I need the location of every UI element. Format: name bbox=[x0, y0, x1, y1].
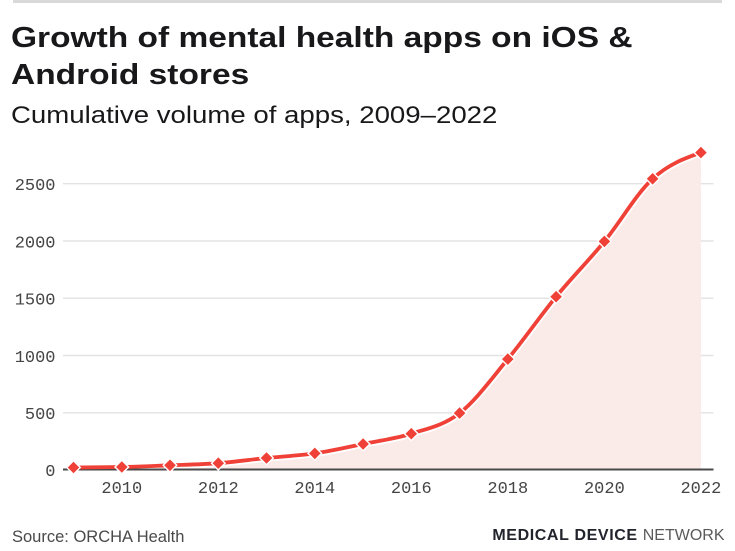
svg-text:2010: 2010 bbox=[101, 480, 142, 499]
svg-text:2016: 2016 bbox=[391, 480, 432, 499]
svg-text:0: 0 bbox=[45, 463, 55, 482]
svg-text:1500: 1500 bbox=[15, 292, 56, 311]
svg-text:2022: 2022 bbox=[680, 480, 721, 499]
svg-text:2014: 2014 bbox=[294, 480, 335, 499]
svg-text:1000: 1000 bbox=[15, 349, 56, 368]
svg-text:2500: 2500 bbox=[15, 177, 56, 196]
svg-text:2012: 2012 bbox=[198, 480, 239, 499]
svg-text:2018: 2018 bbox=[487, 480, 528, 499]
svg-text:500: 500 bbox=[25, 406, 56, 425]
svg-text:2020: 2020 bbox=[584, 480, 625, 499]
svg-text:2000: 2000 bbox=[15, 235, 56, 254]
